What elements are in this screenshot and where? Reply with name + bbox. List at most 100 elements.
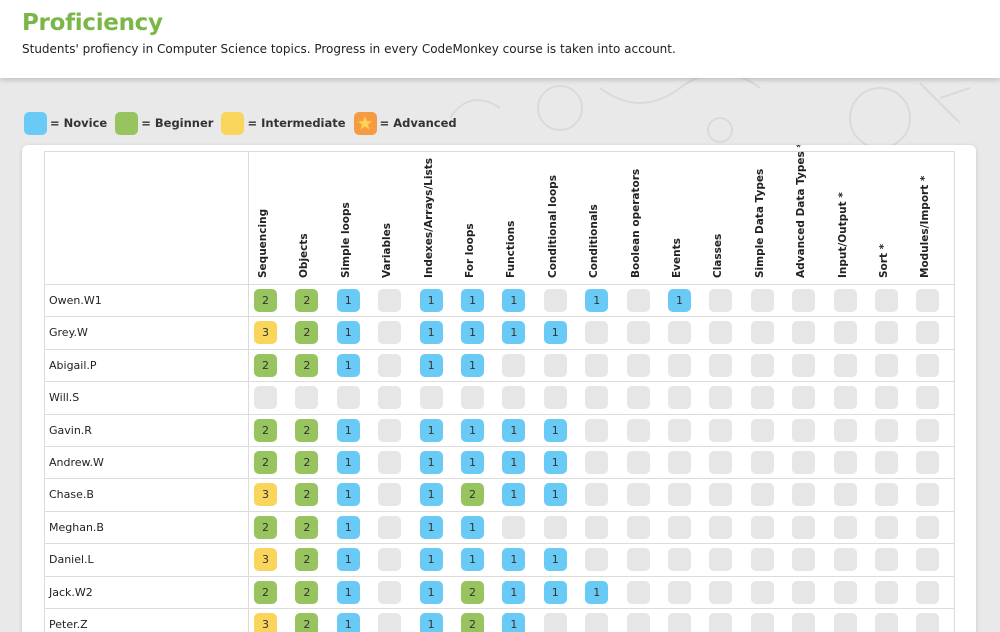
proficiency-badge: 1 (502, 289, 526, 312)
proficiency-badge: 2 (295, 289, 319, 312)
beginner-swatch (115, 111, 139, 135)
proficiency-empty (916, 451, 940, 474)
proficiency-empty (626, 418, 650, 442)
proficiency-empty (668, 451, 691, 474)
proficiency-empty (378, 580, 402, 604)
column-header-label: Conditionals (588, 204, 601, 278)
proficiency-empty (750, 580, 774, 604)
proficiency-empty (833, 353, 857, 377)
proficiency-empty (254, 386, 277, 410)
legend-label: = Beginner (141, 116, 214, 130)
table-row[interactable]: Andrew.W 2 2 1 1 1 1 1 (45, 447, 954, 480)
proficiency-badge: 2 (254, 418, 277, 442)
proficiency-empty (585, 321, 609, 345)
student-name[interactable]: Grey.W (49, 326, 88, 340)
table-row[interactable]: Peter.Z 3 2 1 1 2 1 (45, 609, 954, 632)
proficiency-badge: 1 (502, 451, 526, 474)
column-header: Simple loops (332, 150, 373, 278)
proficiency-empty (378, 613, 402, 632)
proficiency-empty (916, 386, 940, 410)
star-icon (357, 115, 373, 131)
table-row[interactable]: Gavin.R 2 2 1 1 1 1 1 (45, 415, 954, 447)
proficiency-badge: 1 (502, 418, 526, 442)
column-header: Input/Output * (829, 150, 870, 278)
proficiency-badge: 1 (336, 580, 360, 604)
proficiency-badge: 1 (502, 321, 526, 345)
column-header-label: Advanced Data Types * (795, 145, 808, 278)
proficiency-badge: 1 (419, 548, 443, 572)
proficiency-empty (668, 613, 691, 632)
proficiency-badge: 1 (336, 289, 360, 312)
student-name[interactable]: Andrew.W (49, 456, 104, 469)
proficiency-badge: 1 (543, 580, 567, 604)
proficiency-empty (585, 418, 609, 442)
student-name[interactable]: Will.S (49, 391, 80, 405)
proficiency-empty (792, 580, 816, 604)
page-title: Proficiency (22, 10, 163, 36)
proficiency-badge: 3 (254, 321, 277, 345)
proficiency-badge: 1 (502, 483, 526, 507)
table-row[interactable]: Will.S (45, 382, 954, 415)
proficiency-empty (461, 386, 484, 410)
proficiency-empty (543, 613, 567, 632)
proficiency-card: Sequencing Objects Simple loops Variables In… (22, 145, 976, 632)
proficiency-empty (668, 418, 691, 442)
proficiency-badge: 1 (461, 289, 484, 312)
proficiency-badge: 2 (254, 353, 277, 377)
table-row[interactable]: Meghan.B 2 2 1 1 1 (45, 512, 954, 545)
student-name[interactable]: Jack.W2 (49, 585, 93, 599)
proficiency-empty (668, 548, 691, 572)
table-row[interactable]: Owen.W1 2 2 1 1 1 1 1 1 (45, 285, 954, 318)
proficiency-empty (378, 386, 402, 410)
column-header: Modules/Import * (911, 150, 952, 278)
proficiency-badge: 1 (419, 515, 443, 539)
proficiency-empty (709, 418, 733, 442)
proficiency-empty (792, 321, 816, 345)
page-header: Proficiency Students' profiency in Compu… (0, 0, 1000, 78)
proficiency-badge: 2 (461, 613, 484, 632)
student-name[interactable]: Meghan.B (49, 520, 104, 534)
proficiency-empty (916, 353, 940, 377)
proficiency-empty (875, 386, 898, 410)
column-header: Variables (373, 150, 414, 278)
proficiency-badge: 1 (336, 321, 360, 345)
proficiency-badge: 2 (295, 418, 319, 442)
proficiency-badge: 1 (336, 418, 360, 442)
proficiency-empty (668, 386, 691, 410)
proficiency-empty (792, 386, 816, 410)
proficiency-badge: 1 (543, 451, 567, 474)
proficiency-empty (626, 515, 650, 539)
proficiency-empty (916, 483, 940, 507)
column-header-label: Objects (298, 233, 311, 278)
proficiency-badge: 2 (295, 321, 319, 345)
column-header: For loops (456, 150, 497, 278)
proficiency-empty (709, 353, 733, 377)
student-name[interactable]: Daniel.L (49, 553, 94, 567)
proficiency-empty (833, 613, 857, 632)
student-name[interactable]: Peter.Z (49, 618, 88, 631)
proficiency-badge: 1 (461, 548, 484, 572)
column-header: Classes (704, 150, 745, 278)
proficiency-empty (792, 289, 816, 312)
student-name[interactable]: Abigail.P (49, 358, 97, 372)
proficiency-empty (585, 353, 609, 377)
table-row[interactable]: Daniel.L 3 2 1 1 1 1 1 (45, 544, 954, 577)
proficiency-empty (792, 353, 816, 377)
table-row[interactable]: Chase.B 3 2 1 1 2 1 1 (45, 479, 954, 512)
student-name[interactable]: Owen.W1 (49, 294, 102, 307)
proficiency-badge: 1 (461, 451, 484, 474)
proficiency-empty (916, 580, 940, 604)
proficiency-empty (378, 353, 402, 377)
proficiency-empty (916, 289, 940, 312)
proficiency-empty (668, 321, 691, 345)
proficiency-empty (419, 386, 443, 410)
proficiency-empty (709, 613, 733, 632)
proficiency-empty (750, 353, 774, 377)
student-name[interactable]: Chase.B (49, 488, 94, 502)
proficiency-empty (750, 613, 774, 632)
student-name[interactable]: Gavin.R (49, 423, 92, 437)
table-row[interactable]: Grey.W 3 2 1 1 1 1 1 (45, 317, 954, 350)
table-row[interactable]: Jack.W2 2 2 1 1 2 1 1 1 (45, 577, 954, 609)
table-row[interactable]: Abigail.P 2 2 1 1 1 (45, 350, 954, 383)
column-header: Conditionals (580, 150, 621, 278)
